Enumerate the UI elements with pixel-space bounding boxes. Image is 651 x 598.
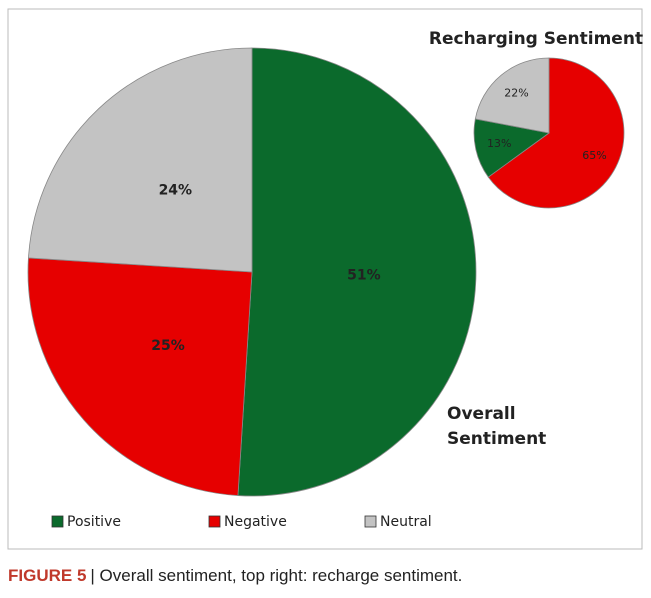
data-label: 65%: [582, 149, 606, 162]
chart-title: Overall Sentiment: [447, 404, 546, 449]
legend-swatch: [364, 515, 377, 528]
legend-label: Positive: [67, 514, 121, 530]
pie-slice: [487, 57, 625, 209]
legend-label: Negative: [224, 514, 287, 530]
chart-title: Recharging Sentiment: [429, 29, 643, 49]
caption-label: FIGURE 5: [8, 566, 86, 585]
pie-slice: [473, 118, 550, 178]
legend-swatch: [208, 515, 221, 528]
data-label: 22%: [504, 87, 528, 100]
pie-slice: [28, 47, 253, 273]
figure-border: [7, 8, 643, 550]
data-label: 13%: [487, 137, 511, 150]
caption: FIGURE 5 | Overall sentiment, top right: …: [8, 566, 462, 585]
data-label: 24%: [159, 182, 193, 198]
legend-label: Neutral: [380, 514, 432, 530]
caption-text: | Overall sentiment, top right: recharge…: [90, 566, 462, 585]
data-label: 25%: [151, 338, 185, 354]
pie-slice: [237, 47, 477, 497]
legend-swatch: [51, 515, 64, 528]
data-label: 51%: [347, 268, 381, 284]
pie-slice: [27, 257, 253, 496]
pie-slice: [474, 57, 550, 134]
